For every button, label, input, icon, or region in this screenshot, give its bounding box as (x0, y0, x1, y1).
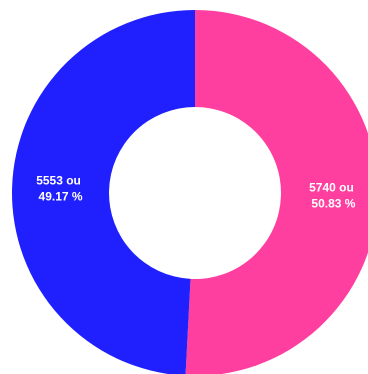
donut-slice-0 (185, 10, 368, 374)
slice-percent-label-1: 49.17 % (39, 189, 83, 203)
donut-slice-1 (12, 10, 195, 374)
slice-value-label-1: 5553 ou (36, 173, 81, 187)
slices-layer (12, 10, 368, 374)
slice-value-label-0: 5740 ou (309, 181, 354, 195)
slice-percent-label-0: 50.83 % (311, 197, 355, 211)
slice-label-1: 5553 ou 49.17 % (36, 173, 83, 203)
slice-label-0: 5740 ou 50.83 % (309, 181, 356, 211)
labels-layer: 5740 ou 50.83 % 5553 ou 49.17 % (36, 173, 356, 210)
